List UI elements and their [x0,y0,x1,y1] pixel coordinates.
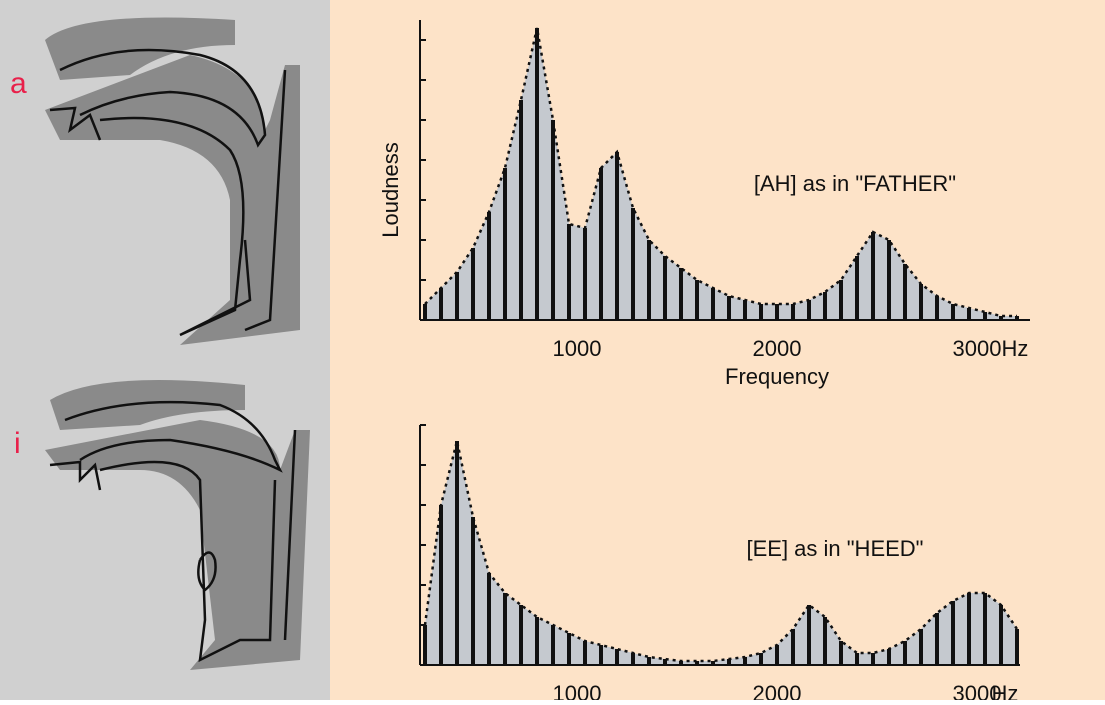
harmonic-bar [791,629,795,665]
harmonic-bar [807,605,811,665]
harmonic-bar [903,264,907,320]
harmonic-bar [455,272,459,320]
harmonic-bar [823,292,827,320]
harmonic-bar [935,296,939,320]
harmonic-bar [919,284,923,320]
harmonic-bar [951,304,955,320]
harmonic-bar [743,300,747,320]
harmonic-bar [967,593,971,665]
x-unit: Hz [992,681,1019,700]
harmonic-bar [567,633,571,665]
x-tick-label: 3000 [953,336,1002,361]
harmonic-bar [791,304,795,320]
x-tick-label: 1000 [553,681,602,700]
harmonic-bar [839,641,843,665]
harmonic-bar [935,613,939,665]
harmonic-bar [615,152,619,320]
harmonic-bar [679,268,683,320]
harmonic-bar [487,212,491,320]
x-tick-label: 1000 [553,336,602,361]
harmonic-bar [647,657,651,665]
annotation: [AH] as in "FATHER" [754,171,956,196]
x-tick-label: 2000 [753,681,802,700]
harmonic-bar [775,304,779,320]
x-axis-label: Frequency [725,364,829,389]
harmonic-bar [615,649,619,665]
harmonic-bar [983,312,987,320]
harmonic-bar [519,100,523,320]
harmonic-bar [727,296,731,320]
panel-label: i [14,427,21,460]
harmonic-bar [871,232,875,320]
harmonic-bar [759,304,763,320]
harmonic-bar [919,629,923,665]
harmonic-bar [631,208,635,320]
harmonic-bar [471,517,475,665]
harmonic-bar [583,228,587,320]
harmonic-bar [583,641,587,665]
harmonic-bar [823,617,827,665]
harmonic-bar [855,256,859,320]
x-tick-label: 2000 [753,336,802,361]
harmonic-bar [887,649,891,665]
harmonic-bar [439,288,443,320]
harmonic-bar [855,653,859,665]
harmonic-bar [647,240,651,320]
figure: a i 100020003000HzFrequencyLoudness[AH] … [0,0,1105,700]
harmonic-bar [423,304,427,320]
harmonic-bar [519,605,523,665]
harmonic-bar [663,256,667,320]
harmonic-bar [807,300,811,320]
harmonic-bar [551,625,555,665]
harmonic-bar [871,653,875,665]
harmonic-bar [423,625,427,665]
harmonic-bar [711,288,715,320]
harmonic-bar [887,240,891,320]
harmonic-bar [775,645,779,665]
harmonic-bar [983,593,987,665]
harmonic-bar [487,573,491,665]
harmonic-bar [551,120,555,320]
harmonic-bar [471,248,475,320]
annotation: [EE] as in "HEED" [746,536,923,561]
harmonic-bar [503,168,507,320]
x-unit: Hz [1002,336,1029,361]
harmonic-bar [999,605,1003,665]
harmonic-bar [1015,629,1019,665]
harmonic-bar [967,308,971,320]
harmonic-bar [535,28,539,320]
y-axis-label: Loudness [378,142,403,237]
harmonic-bar [599,168,603,320]
harmonic-bar [599,645,603,665]
harmonic-bar [439,505,443,665]
harmonic-bar [839,280,843,320]
panel-label: a [10,67,27,100]
harmonic-bar [695,280,699,320]
harmonic-bar [759,653,763,665]
harmonic-bar [567,224,571,320]
harmonic-bar [535,617,539,665]
harmonic-bar [903,641,907,665]
harmonic-bar [631,653,635,665]
harmonic-bar [503,593,507,665]
harmonic-bar [951,601,955,665]
harmonic-bar [455,441,459,665]
